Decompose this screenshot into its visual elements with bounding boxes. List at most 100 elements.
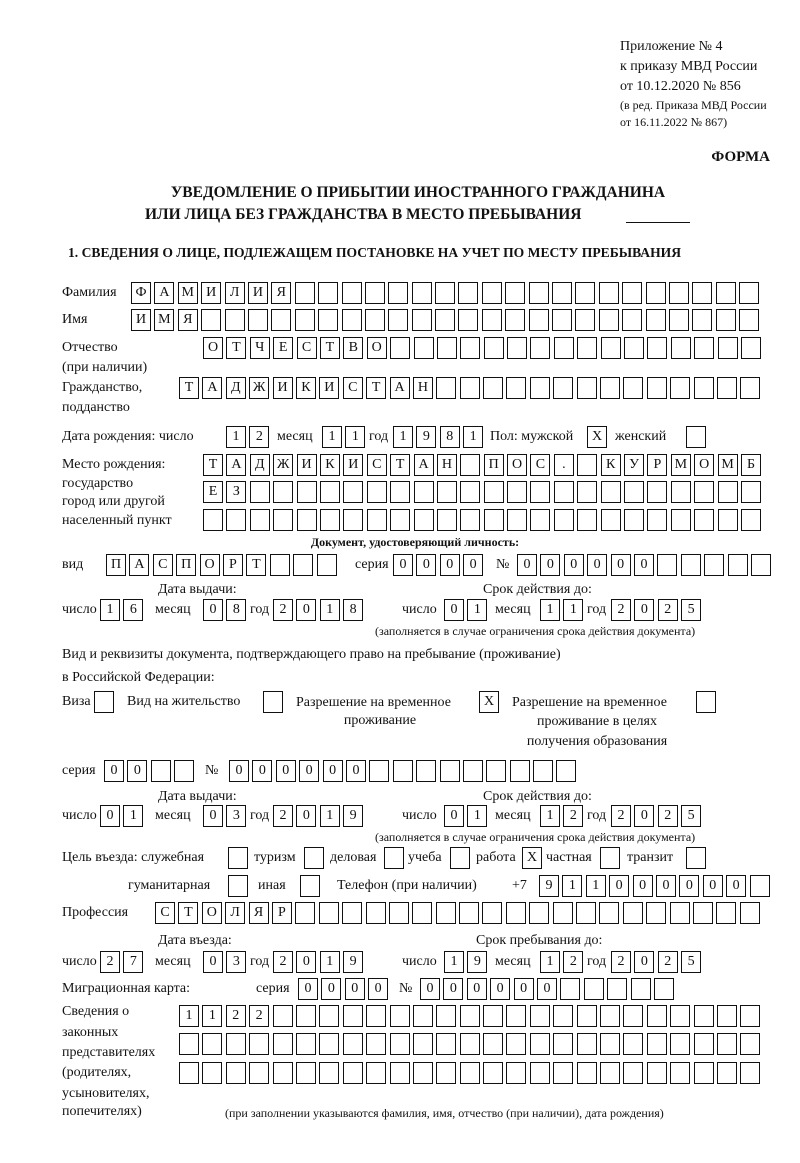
char-box[interactable] <box>670 1062 691 1084</box>
purpose-business-checkbox[interactable] <box>384 847 407 869</box>
char-box[interactable]: 5 <box>681 951 702 973</box>
char-box[interactable]: 1 <box>202 1005 223 1027</box>
char-box[interactable] <box>294 282 315 304</box>
char-box[interactable]: Ж <box>273 454 294 476</box>
char-box[interactable] <box>600 337 621 359</box>
char-box[interactable]: Ф <box>131 282 151 304</box>
char-box[interactable] <box>530 481 551 503</box>
char-box[interactable] <box>296 481 317 503</box>
sex-male-checkbox[interactable]: X <box>587 426 610 448</box>
char-box[interactable]: 1 <box>393 426 413 448</box>
char-box[interactable] <box>436 337 457 359</box>
char-box[interactable] <box>364 309 385 331</box>
char-box[interactable]: 0 <box>444 805 464 827</box>
char-box[interactable] <box>577 454 598 476</box>
char-box[interactable]: И <box>247 282 268 304</box>
char-box[interactable] <box>739 282 760 304</box>
char-box[interactable] <box>483 377 504 399</box>
char-box[interactable]: С <box>152 554 173 576</box>
char-box[interactable] <box>692 902 713 924</box>
char-box[interactable] <box>623 1033 644 1055</box>
char-box[interactable]: 2 <box>563 805 584 827</box>
char-box[interactable] <box>319 1062 340 1084</box>
char-box[interactable]: 0 <box>609 875 630 897</box>
char-box[interactable]: 0 <box>296 951 317 973</box>
char-box[interactable]: 0 <box>275 760 296 782</box>
char-box[interactable] <box>505 309 526 331</box>
char-box[interactable] <box>560 978 581 1000</box>
char-box[interactable] <box>273 481 294 503</box>
char-box[interactable] <box>556 760 577 782</box>
char-box[interactable] <box>364 282 385 304</box>
char-box[interactable] <box>249 481 270 503</box>
char-box[interactable] <box>179 1062 199 1084</box>
char-box[interactable]: С <box>296 337 317 359</box>
char-box[interactable] <box>740 377 761 399</box>
char-box[interactable] <box>341 309 362 331</box>
char-box[interactable] <box>598 282 619 304</box>
char-box[interactable] <box>693 1005 714 1027</box>
char-box[interactable] <box>647 481 668 503</box>
char-box[interactable] <box>304 847 324 869</box>
char-box[interactable] <box>342 1033 363 1055</box>
char-box[interactable] <box>436 377 457 399</box>
char-box[interactable]: 1 <box>563 599 584 621</box>
char-box[interactable] <box>365 902 386 924</box>
char-box[interactable] <box>646 1062 667 1084</box>
char-box[interactable]: А <box>226 454 247 476</box>
char-box[interactable]: О <box>203 337 223 359</box>
char-box[interactable] <box>318 309 339 331</box>
char-box[interactable]: 2 <box>657 805 678 827</box>
char-box[interactable] <box>624 481 645 503</box>
char-box[interactable] <box>249 509 270 531</box>
char-box[interactable] <box>458 282 479 304</box>
char-box[interactable]: М <box>717 454 738 476</box>
char-box[interactable] <box>411 282 432 304</box>
char-box[interactable]: 1 <box>540 805 560 827</box>
char-box[interactable]: 0 <box>368 978 389 1000</box>
char-box[interactable]: 1 <box>444 951 464 973</box>
char-box[interactable] <box>295 1033 316 1055</box>
char-box[interactable] <box>509 760 530 782</box>
char-box[interactable]: 0 <box>443 978 464 1000</box>
char-box[interactable] <box>436 509 457 531</box>
char-box[interactable] <box>436 1062 457 1084</box>
char-box[interactable]: 0 <box>517 554 537 576</box>
char-box[interactable] <box>739 902 760 924</box>
sex-female-checkbox[interactable] <box>686 426 709 448</box>
char-box[interactable] <box>653 978 674 1000</box>
char-box[interactable]: И <box>201 282 222 304</box>
purpose-private-checkbox[interactable] <box>600 847 623 869</box>
char-box[interactable]: 0 <box>540 554 561 576</box>
char-box[interactable] <box>439 760 460 782</box>
char-box[interactable] <box>247 309 268 331</box>
visa-checkbox[interactable] <box>94 691 117 713</box>
char-box[interactable]: 2 <box>100 951 120 973</box>
char-box[interactable]: С <box>366 454 387 476</box>
char-box[interactable] <box>704 554 725 576</box>
char-box[interactable] <box>622 902 643 924</box>
char-box[interactable] <box>388 902 409 924</box>
char-box[interactable] <box>717 481 738 503</box>
char-box[interactable]: 0 <box>490 978 511 1000</box>
char-box[interactable] <box>715 282 736 304</box>
char-box[interactable] <box>553 1062 574 1084</box>
char-box[interactable] <box>599 902 620 924</box>
char-box[interactable] <box>459 377 480 399</box>
char-box[interactable]: 3 <box>226 951 247 973</box>
char-box[interactable] <box>412 1033 433 1055</box>
